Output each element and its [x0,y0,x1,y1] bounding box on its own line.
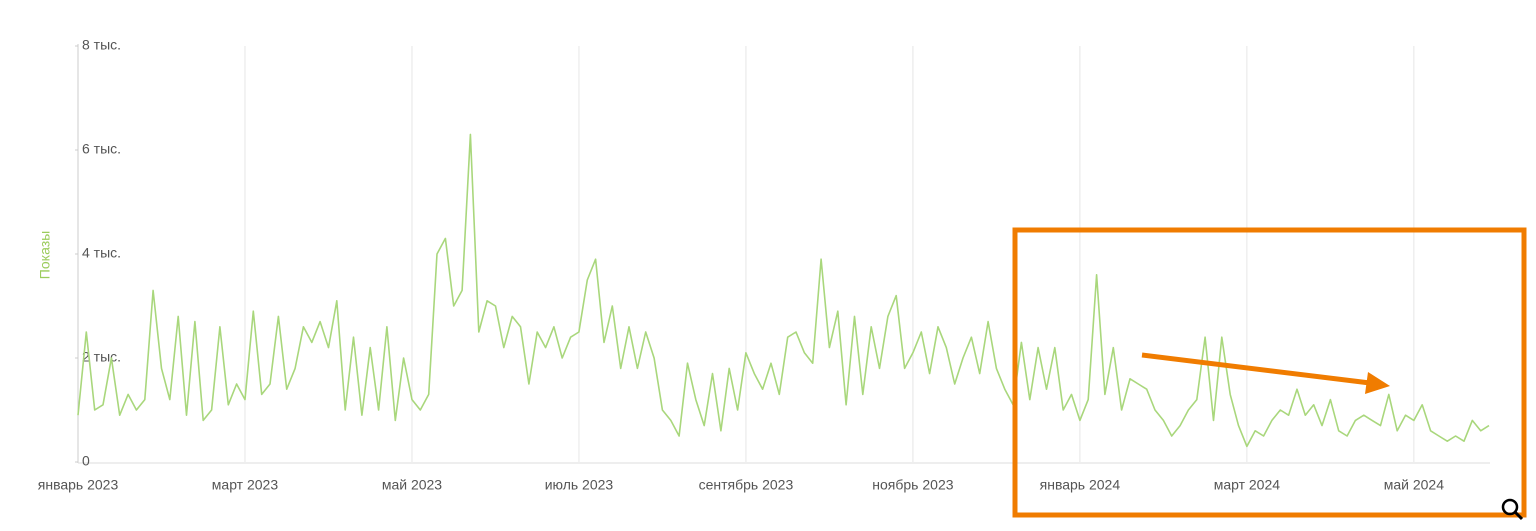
x-tick-label: сентябрь 2023 [699,477,794,493]
x-tick-label: май 2024 [1384,477,1444,493]
highlight-box [1012,227,1527,518]
y-tick-label: 6 тыс. [82,141,121,157]
zoom-icon[interactable] [1501,498,1524,521]
y-tick-label: 8 тыс. [82,37,121,53]
x-tick-label: ноябрь 2023 [872,477,953,493]
trend-arrow [1141,352,1371,386]
x-tick-label: март 2024 [1214,477,1281,493]
x-tick-label: июль 2023 [545,477,614,493]
trend-arrow-head [1365,372,1390,394]
y-tick-label: 4 тыс. [82,245,121,261]
y-tick-label: 0 [82,453,90,469]
x-tick-label: март 2023 [212,477,279,493]
x-tick-label: январь 2024 [1040,477,1121,493]
y-axis-label: Показы [37,231,53,279]
data-line [77,133,1490,448]
x-tick-label: май 2023 [382,477,442,493]
x-tick-label: январь 2023 [38,477,119,493]
